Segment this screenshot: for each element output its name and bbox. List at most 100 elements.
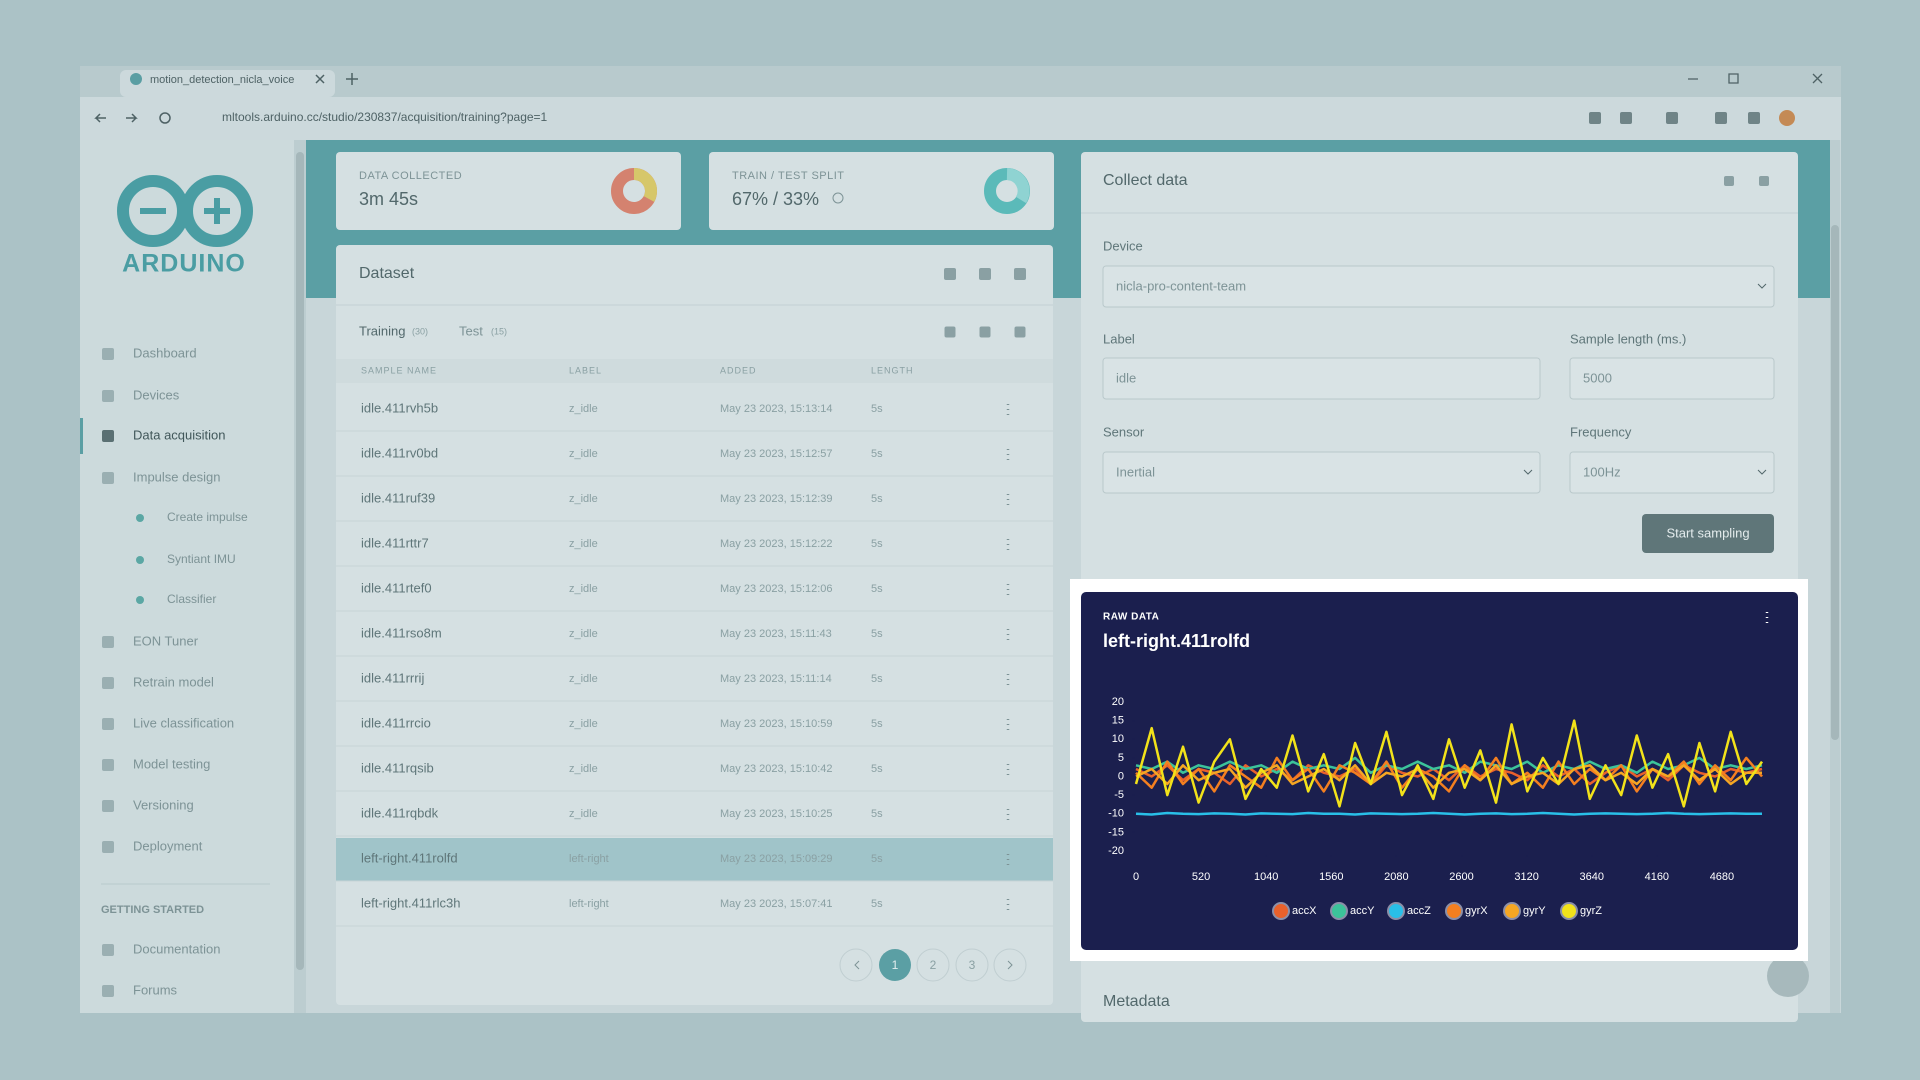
cell: 5s — [871, 403, 883, 415]
cell: 5s — [871, 673, 883, 685]
nav-icon — [102, 472, 114, 484]
legend-label[interactable]: gyrX — [1465, 905, 1488, 917]
nav-item[interactable]: EON Tuner — [133, 633, 199, 648]
cell[interactable]: idle.411ruf39 — [361, 490, 435, 505]
y-tick-label: 0 — [1118, 770, 1124, 782]
select[interactable] — [1102, 265, 1775, 308]
legend-label[interactable]: accZ — [1407, 905, 1431, 917]
cell[interactable]: idle.411rvh5b — [361, 400, 438, 415]
sidebar-link[interactable]: Forums — [133, 982, 178, 997]
window-controls[interactable] — [1688, 73, 1823, 84]
cell[interactable]: idle.411rqbdk — [361, 805, 439, 820]
legend-swatch[interactable] — [1272, 902, 1290, 920]
legend-swatch[interactable] — [1560, 902, 1578, 920]
cell: May 23 2023, 15:11:43 — [720, 628, 832, 640]
select[interactable] — [1569, 451, 1775, 494]
toolbar-icon — [1666, 112, 1678, 124]
x-tick-label: 3640 — [1579, 871, 1603, 883]
cell[interactable]: idle.411rso8m — [361, 625, 442, 640]
page-prev[interactable] — [839, 948, 873, 982]
x-tick-label: 4160 — [1645, 871, 1669, 883]
cell: z_idle — [569, 763, 598, 775]
page-button[interactable] — [879, 949, 911, 981]
nav-item[interactable]: Data acquisition — [133, 427, 226, 442]
tab[interactable]: Training — [359, 323, 405, 338]
cell: May 23 2023, 15:10:25 — [720, 808, 833, 820]
nav-item[interactable]: Live classification — [133, 715, 234, 730]
cell: May 23 2023, 15:12:39 — [720, 493, 833, 505]
table-header — [336, 359, 1053, 383]
nav-item[interactable]: Classifier — [167, 592, 216, 606]
card-icon — [1014, 268, 1026, 280]
series-line — [1134, 719, 1764, 808]
button-label[interactable]: Start sampling — [1666, 525, 1749, 540]
cell[interactable]: idle.411rttr7 — [361, 535, 429, 550]
nav-buttons[interactable] — [94, 113, 138, 123]
dataset-card — [336, 245, 1053, 1005]
nav-item[interactable]: Dashboard — [133, 345, 197, 360]
cell: 5s — [871, 718, 883, 730]
legend-swatch[interactable] — [1387, 902, 1405, 920]
reload[interactable] — [159, 112, 171, 124]
nav-icon — [102, 390, 114, 402]
cell: z_idle — [569, 538, 598, 550]
cell[interactable]: idle.411rrrij — [361, 670, 424, 685]
nav-item[interactable]: Syntiant IMU — [167, 552, 236, 566]
legend-label[interactable]: accX — [1292, 905, 1317, 917]
nav-item[interactable]: Create impulse — [167, 510, 248, 524]
nav-item[interactable]: Devices — [133, 387, 180, 402]
cell: z_idle — [569, 808, 598, 820]
legend-swatch[interactable] — [1330, 902, 1348, 920]
legend-swatch[interactable] — [1503, 902, 1521, 920]
url[interactable]: mltools.arduino.cc/studio/230837/acquisi… — [222, 110, 548, 124]
tab[interactable]: Test — [459, 323, 483, 338]
input[interactable] — [1569, 357, 1775, 400]
nav-dot — [136, 514, 144, 522]
cell[interactable]: left-right.411rlc3h — [361, 895, 460, 910]
x-tick-label: 4680 — [1710, 871, 1734, 883]
sidebar-link[interactable]: Documentation — [133, 941, 220, 956]
help-icon — [832, 192, 844, 204]
page-button[interactable] — [916, 948, 950, 982]
profile[interactable] — [1779, 110, 1795, 126]
new-tab[interactable] — [346, 73, 358, 85]
stat-value: 3m 45s — [359, 189, 418, 209]
nav-item[interactable]: Model testing — [133, 756, 210, 771]
address-bar — [80, 97, 1841, 140]
legend-label[interactable]: gyrZ — [1580, 905, 1602, 917]
start-button[interactable] — [1642, 514, 1774, 553]
cell: May 23 2023, 15:12:06 — [720, 583, 833, 595]
page-number[interactable]: 3 — [969, 958, 976, 972]
nav-item[interactable]: Versioning — [133, 797, 194, 812]
input[interactable] — [1102, 357, 1541, 400]
nav-item[interactable]: Impulse design — [133, 469, 220, 484]
help-fab[interactable] — [1767, 955, 1809, 997]
nav-icon — [102, 677, 114, 689]
page-number[interactable]: 1 — [892, 958, 899, 972]
nav-dot — [136, 596, 144, 604]
select[interactable] — [1102, 451, 1541, 494]
cell[interactable]: idle.411rv0bd — [361, 445, 438, 460]
page-next[interactable] — [993, 948, 1027, 982]
donut-part — [633, 168, 657, 202]
cell[interactable]: idle.411rrcio — [361, 715, 431, 730]
page-button[interactable] — [955, 948, 989, 982]
nav-item[interactable]: Retrain model — [133, 674, 214, 689]
nav-item[interactable]: Deployment — [133, 838, 203, 853]
cell[interactable]: left-right.411rolfd — [361, 850, 458, 865]
table-icon — [944, 326, 956, 338]
nav-icon — [102, 636, 114, 648]
nav-icon — [102, 348, 114, 360]
legend-label[interactable]: accY — [1350, 905, 1375, 917]
cell[interactable]: idle.411rtef0 — [361, 580, 432, 595]
cell[interactable]: idle.411rqsib — [361, 760, 434, 775]
cell: 5s — [871, 808, 883, 820]
page-number[interactable]: 2 — [930, 958, 937, 972]
cell: 5s — [871, 763, 883, 775]
legend-label[interactable]: gyrY — [1523, 905, 1546, 917]
logo-ring — [181, 175, 254, 247]
tab-close[interactable] — [315, 74, 325, 84]
legend-swatch[interactable] — [1445, 902, 1463, 920]
card-title: Dataset — [359, 265, 415, 282]
